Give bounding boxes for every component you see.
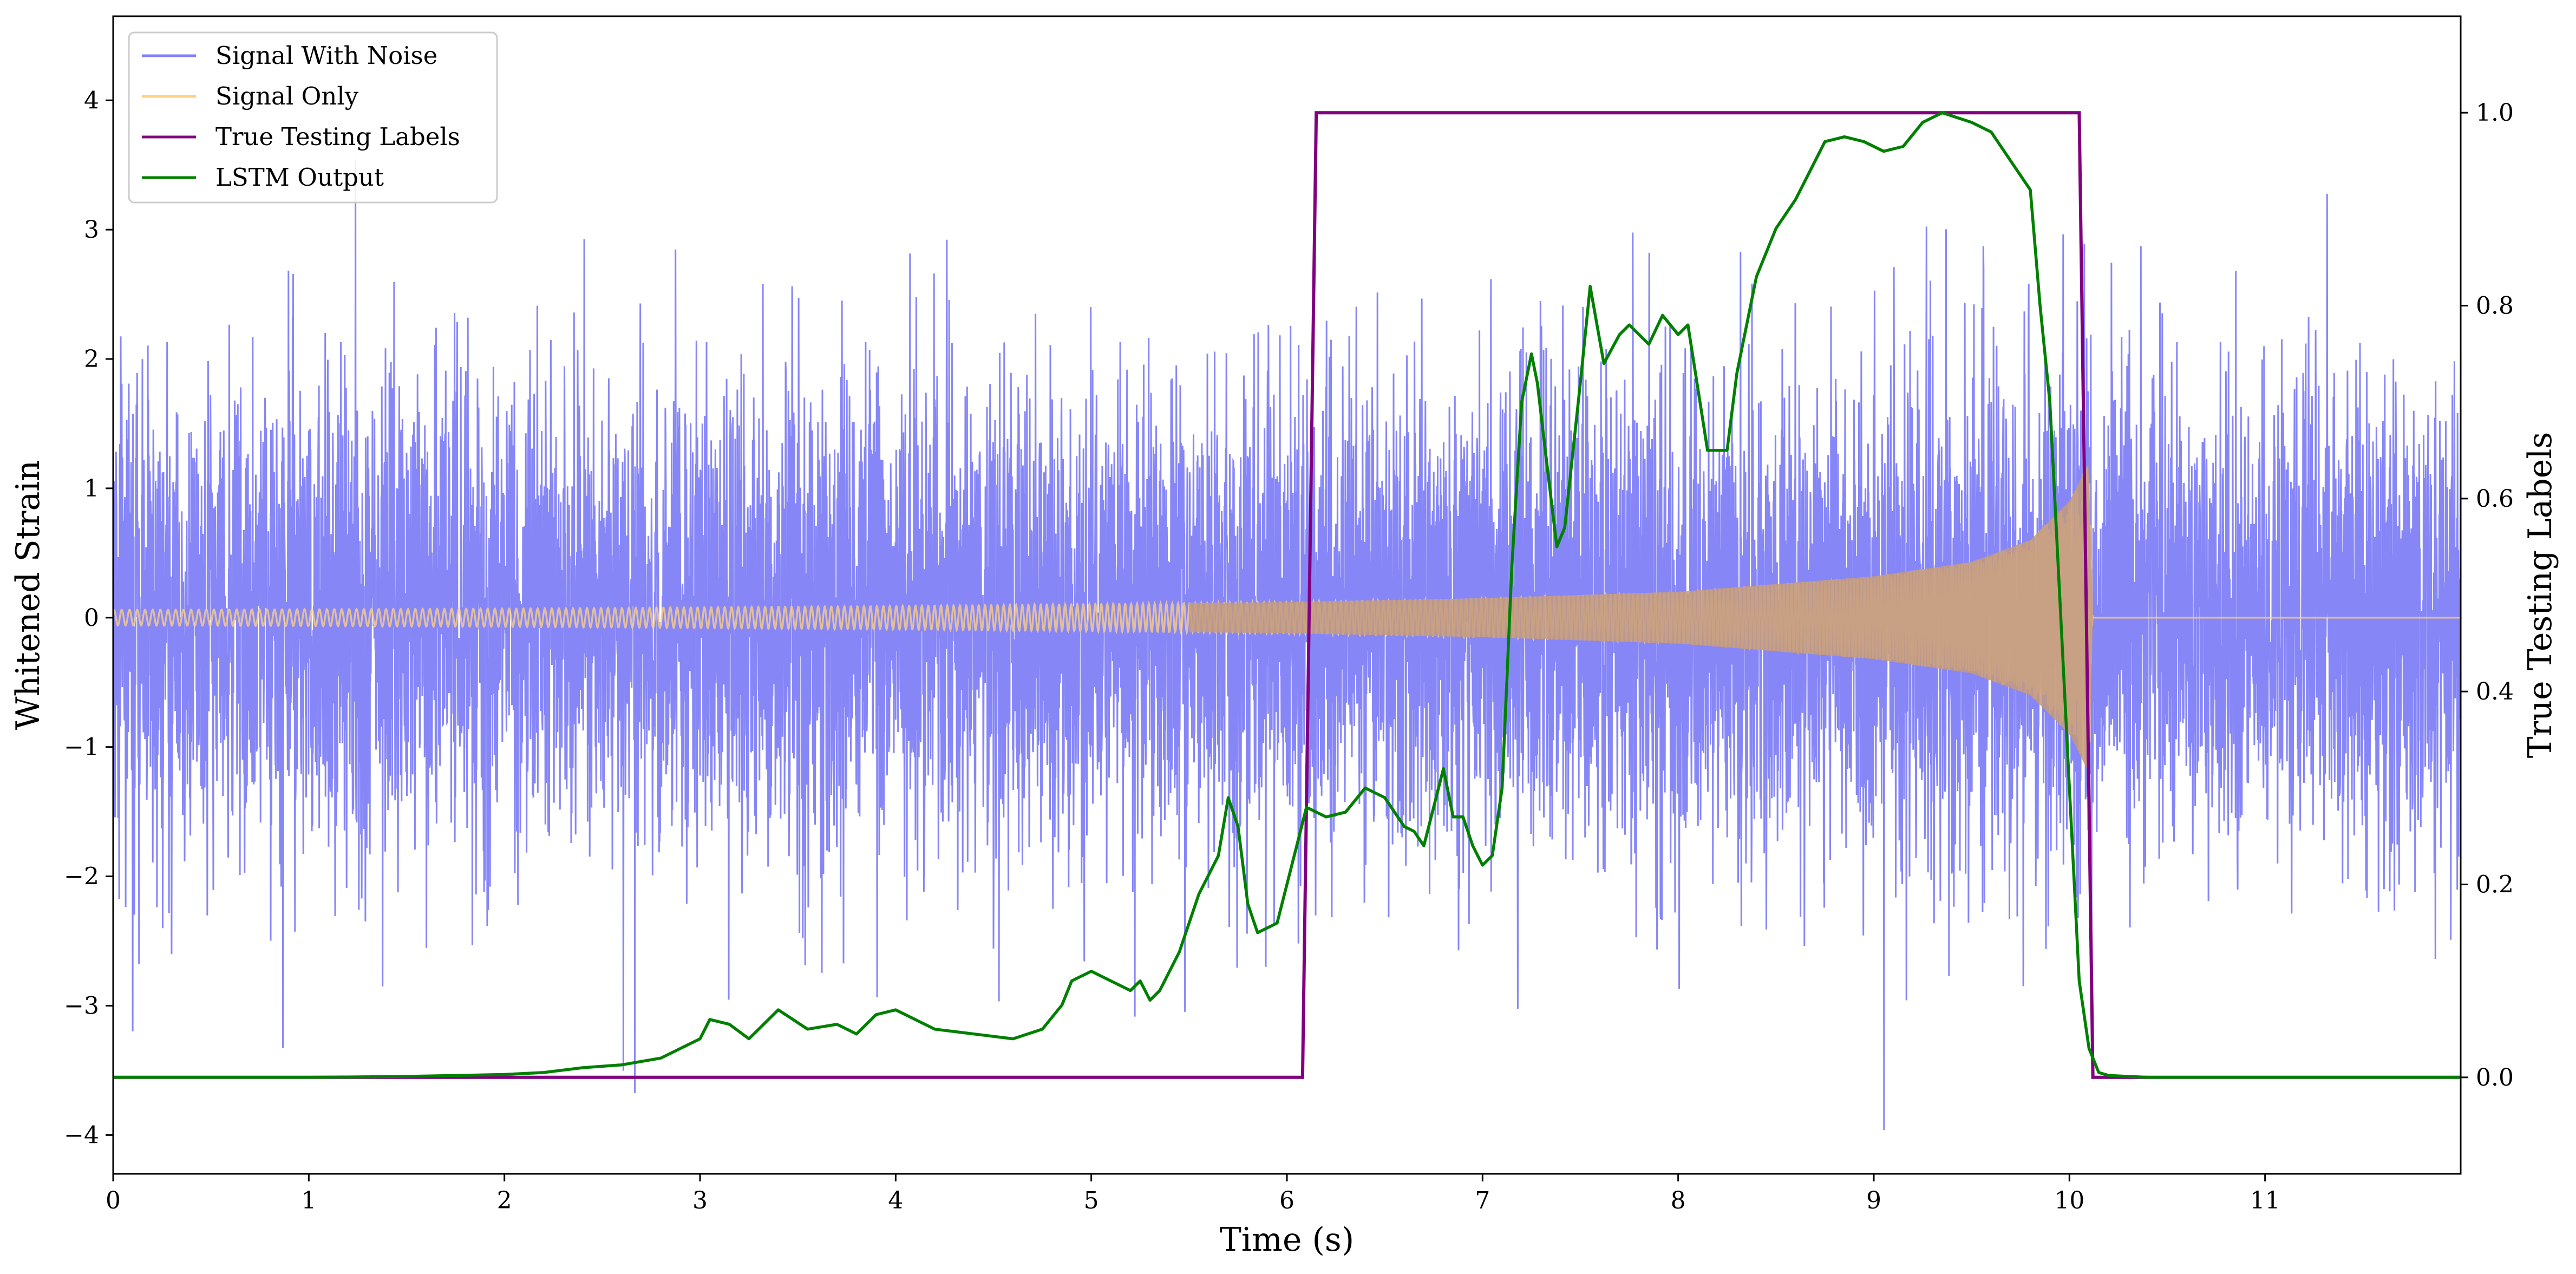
- y-right-tick-label: 1.0: [2476, 99, 2514, 127]
- ticks-layer: 0 1 2 3 4 5 6 7 8 9 10 1143210−1−2−3−41.00.80.60.40…: [64, 87, 2514, 1214]
- x-tick-label: 5: [1084, 1187, 1099, 1214]
- legend: Signal With Noise Signal Only True Testi…: [128, 31, 498, 204]
- x-tick-label: 9: [1866, 1187, 1881, 1214]
- y-right-tick-label: 0.8: [2476, 292, 2514, 320]
- x-tick-label: 10: [2054, 1187, 2084, 1214]
- y-tick-label: 1: [84, 475, 99, 502]
- x-tick-label: 6: [1279, 1187, 1294, 1214]
- legend-item: LSTM Output: [142, 163, 384, 192]
- legend-item: Signal With Noise: [142, 41, 437, 70]
- series-layer: [113, 111, 2461, 1131]
- y-right-tick-label: 0.4: [2476, 678, 2514, 705]
- x-tick-label: 1: [301, 1187, 316, 1214]
- legend-label: Signal With Noise: [215, 41, 437, 70]
- x-tick-label: 4: [888, 1187, 903, 1214]
- x-tick-label: 0: [106, 1187, 121, 1214]
- legend-item: Signal Only: [142, 82, 359, 110]
- y-axis-label-right: True Testing Labels: [2521, 432, 2559, 759]
- legend-label: True Testing Labels: [215, 122, 460, 151]
- y-right-tick-label: 0.2: [2476, 871, 2514, 899]
- y-tick-label: −2: [64, 863, 99, 891]
- legend-label: Signal Only: [215, 82, 359, 110]
- legend-item: True Testing Labels: [142, 122, 460, 151]
- y-tick-label: 0: [84, 604, 99, 632]
- y-tick-label: 4: [84, 87, 99, 114]
- x-axis-label: Time (s): [1220, 1221, 1354, 1259]
- x-tick-label: 8: [1671, 1187, 1686, 1214]
- y-right-tick-label: 0.6: [2476, 485, 2514, 513]
- series-signal-with-noise: [113, 159, 2461, 1131]
- x-tick-label: 7: [1475, 1187, 1490, 1214]
- y-tick-label: 3: [84, 216, 99, 244]
- y-axis-label: Whitened Strain: [9, 460, 47, 730]
- x-tick-label: 3: [692, 1187, 708, 1214]
- series-lstm-output: [113, 111, 2461, 1079]
- y-tick-label: 2: [84, 345, 99, 373]
- x-tick-label: 11: [2250, 1187, 2280, 1214]
- legend-label: LSTM Output: [215, 163, 384, 192]
- legend-box: [128, 31, 498, 204]
- series-signal-only-band: [1189, 463, 2093, 772]
- y-right-tick-label: 0.0: [2476, 1064, 2514, 1092]
- y-tick-label: −4: [64, 1121, 99, 1149]
- x-tick-label: 2: [497, 1187, 512, 1214]
- y-tick-label: −3: [64, 992, 99, 1020]
- y-tick-label: −1: [64, 734, 99, 761]
